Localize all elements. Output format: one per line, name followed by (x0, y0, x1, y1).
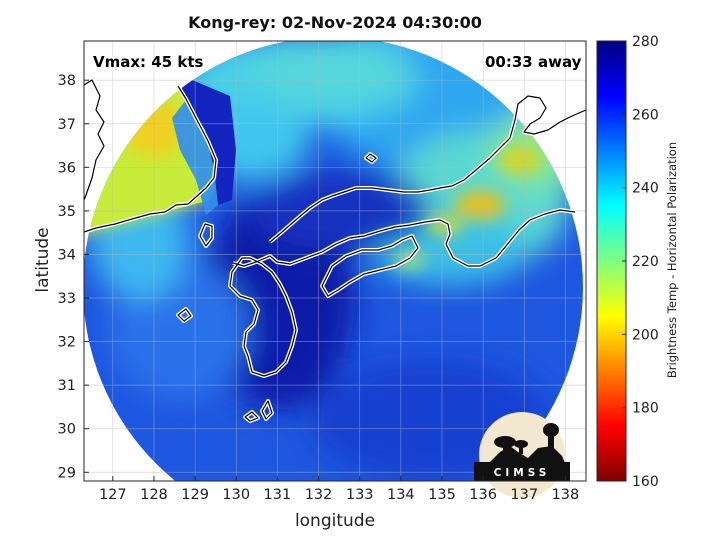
cimss-logo: CIMSS (474, 412, 570, 498)
x-tick-label: 127 (99, 487, 127, 503)
x-tick-label: 138 (552, 487, 580, 503)
logo-text: CIMSS (494, 467, 551, 479)
x-tick-label: 132 (305, 487, 333, 503)
x-tick-label: 133 (346, 487, 374, 503)
time-away-label: 00:33 away (485, 53, 582, 71)
microwave-swath (84, 41, 583, 481)
axes-frame (83, 40, 587, 482)
y-tick-label: 32 (58, 335, 76, 351)
colorbar (596, 40, 627, 482)
x-tick-label: 128 (140, 487, 168, 503)
chart-title: Kong-rey: 02-Nov-2024 04:30:00 (188, 13, 482, 32)
y-tick-label: 35 (58, 204, 76, 220)
y-tick-label: 38 (58, 73, 76, 89)
y-tick-label: 33 (58, 291, 76, 307)
x-tick-label: 134 (387, 487, 415, 503)
y-tick-label: 34 (58, 247, 76, 263)
vmax-label: Vmax: 45 kts (93, 53, 204, 71)
y-axis-label: latitude (33, 227, 53, 293)
y-tick-label: 36 (58, 160, 76, 176)
colorbar-tick-label: 160 (632, 474, 659, 490)
y-tick-label: 29 (58, 465, 76, 481)
colorbar-tick-label: 240 (632, 181, 659, 197)
x-axis-label: longitude (294, 511, 376, 531)
axis-ticks: 127 128 129 130 131 132 133 134 135 136 137 138 29 30… (58, 73, 580, 503)
x-tick-label: 135 (428, 487, 456, 503)
colorbar-tick-label: 180 (632, 401, 659, 417)
x-tick-label: 129 (181, 487, 209, 503)
coastlines (84, 79, 586, 422)
y-tick-label: 30 (58, 422, 76, 438)
y-tick-label: 31 (58, 378, 76, 394)
colorbar-tick-label: 280 (632, 34, 659, 50)
x-tick-label: 136 (469, 487, 497, 503)
colorbar-tick-label: 200 (632, 327, 659, 343)
x-tick-label: 137 (510, 487, 538, 503)
colorbar-ticks: 160 180 200 220 240 260 280 (622, 34, 659, 490)
colorbar-label: Brightness Temp - Horizontal Polarizatio… (665, 141, 679, 379)
y-tick-label: 37 (58, 117, 76, 133)
colorbar-tick-label: 260 (632, 107, 659, 123)
x-tick-label: 130 (222, 487, 250, 503)
colorbar-tick-label: 220 (632, 254, 659, 270)
x-tick-label: 131 (264, 487, 292, 503)
